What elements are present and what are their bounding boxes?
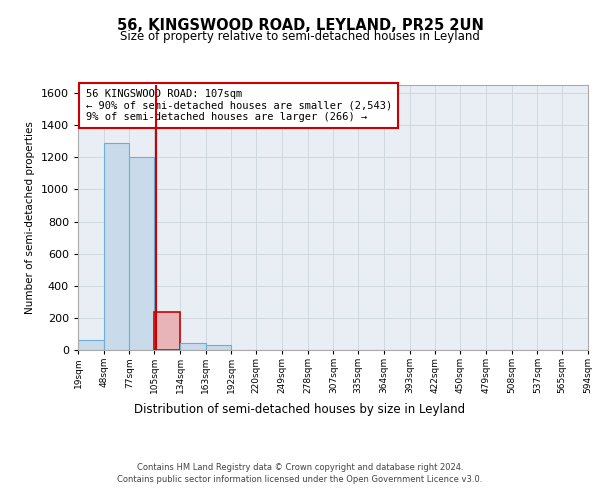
Bar xyxy=(180,343,206,350)
Bar xyxy=(78,340,104,350)
Bar xyxy=(104,143,130,350)
Text: 56 KINGSWOOD ROAD: 107sqm
← 90% of semi-detached houses are smaller (2,543)
9% o: 56 KINGSWOOD ROAD: 107sqm ← 90% of semi-… xyxy=(86,89,392,122)
Bar xyxy=(130,158,154,350)
Text: Contains public sector information licensed under the Open Government Licence v3: Contains public sector information licen… xyxy=(118,475,482,484)
Bar xyxy=(154,312,180,350)
Text: Contains HM Land Registry data © Crown copyright and database right 2024.: Contains HM Land Registry data © Crown c… xyxy=(137,462,463,471)
Text: Distribution of semi-detached houses by size in Leyland: Distribution of semi-detached houses by … xyxy=(134,402,466,415)
Bar xyxy=(206,345,232,350)
Text: 56, KINGSWOOD ROAD, LEYLAND, PR25 2UN: 56, KINGSWOOD ROAD, LEYLAND, PR25 2UN xyxy=(116,18,484,32)
Text: Size of property relative to semi-detached houses in Leyland: Size of property relative to semi-detach… xyxy=(120,30,480,43)
Y-axis label: Number of semi-detached properties: Number of semi-detached properties xyxy=(25,121,35,314)
